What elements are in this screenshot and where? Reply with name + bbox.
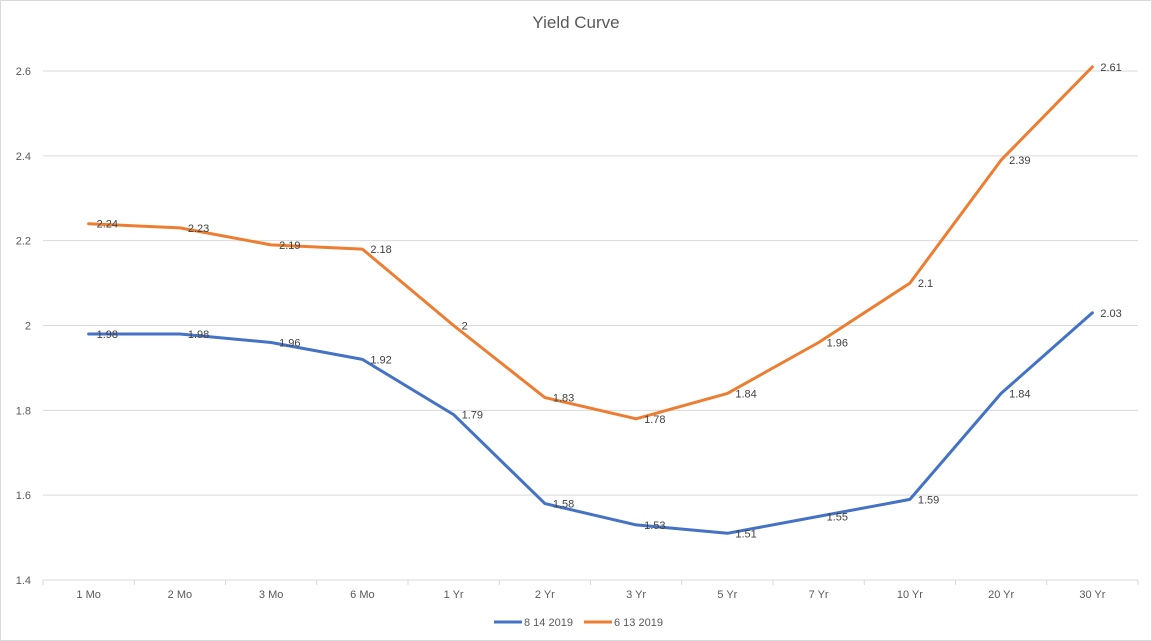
x-tick-label: 7 Yr [809,589,829,601]
data-label: 1.96 [827,337,848,349]
data-label: 1.84 [735,388,756,400]
y-tick-label: 2 [25,321,31,333]
x-tick-label: 20 Yr [988,589,1014,601]
data-label: 2.18 [370,244,391,256]
y-tick-label: 1.8 [16,405,31,417]
data-label: 1.59 [918,494,939,506]
data-label: 1.55 [827,511,848,523]
data-label: 2.03 [1100,308,1121,320]
x-tick-label: 1 Yr [444,589,464,601]
x-tick-label: 3 Mo [259,589,283,601]
y-tick-label: 1.4 [16,575,31,587]
legend: 8 14 2019 6 13 2019 [494,617,663,629]
x-tick-label: 2 Yr [535,589,555,601]
data-label: 1.92 [370,354,391,366]
y-tick-label: 2.2 [16,236,31,248]
series-line [87,65,1094,421]
data-label: 1.84 [1009,388,1030,400]
data-label: 2 [462,321,468,333]
x-tick-label: 1 Mo [76,589,100,601]
x-tick-label: 10 Yr [897,589,923,601]
data-label: 1.98 [188,329,209,341]
data-label: 1.98 [97,329,118,341]
data-labels: 1.98 1.98 1.96 1.92 1.79 1.58 1.53 1.51 1.55 1.59… [97,62,1122,541]
series-line [87,311,1094,535]
axes: 1.4 1.6 1.8 2 2.2 2.4 2.6 1 Mo 2 Mo 3 Mo 6 Mo 1 Yr 2… [16,66,1139,601]
chart-title: Yield Curve [532,13,619,32]
legend-label: 8 14 2019 [524,617,573,629]
data-label: 1.78 [644,414,665,426]
x-tick-label: 3 Yr [626,589,646,601]
y-tick-label: 2.6 [16,66,31,78]
x-tick-label: 2 Mo [168,589,192,601]
series-lines [87,65,1094,535]
x-tick-label: 5 Yr [717,589,737,601]
data-label: 1.96 [279,337,300,349]
data-label: 2.1 [918,278,933,290]
data-label: 2.61 [1100,62,1121,74]
data-label: 2.23 [188,223,209,235]
x-tick-label: 6 Mo [350,589,374,601]
data-label: 1.83 [553,393,574,405]
data-label: 1.58 [553,499,574,511]
data-label: 1.53 [644,520,665,532]
data-label: 2.24 [97,219,118,231]
legend-label: 6 13 2019 [614,617,663,629]
x-tick-label: 30 Yr [1079,589,1105,601]
y-tick-label: 2.4 [16,151,31,163]
data-label: 1.79 [462,410,483,422]
data-label: 2.39 [1009,155,1030,167]
gridlines [43,70,1138,496]
data-label: 2.19 [279,240,300,252]
y-tick-label: 1.6 [16,490,31,502]
data-label: 1.51 [735,528,756,540]
